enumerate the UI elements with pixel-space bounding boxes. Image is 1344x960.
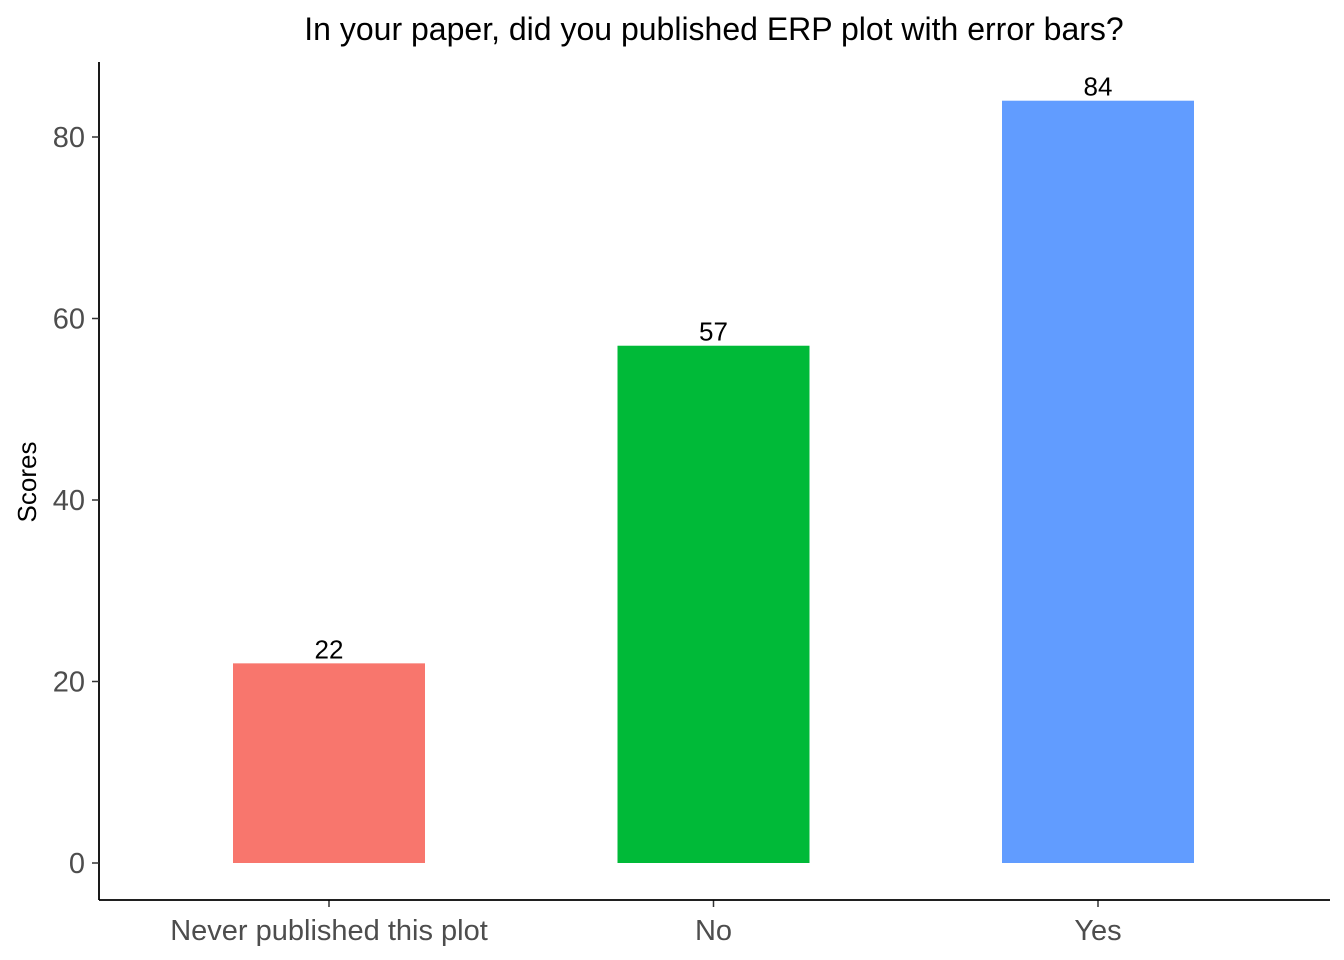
data-label: 84	[1084, 72, 1113, 102]
y-tick-label: 40	[53, 485, 85, 517]
chart-title: In your paper, did you published ERP plo…	[304, 11, 1123, 47]
y-tick-label: 20	[53, 667, 85, 699]
data-label: 57	[699, 317, 728, 347]
bars-group	[233, 100, 1194, 864]
x-tick-label: Never published this plot	[170, 915, 488, 947]
y-axis-label: Scores	[12, 442, 42, 523]
bar	[617, 345, 810, 864]
bar	[233, 663, 425, 863]
x-tick-label: Yes	[1074, 915, 1121, 947]
x-axis: Never published this plot No Yes	[99, 899, 1330, 947]
y-tick-label: 80	[53, 122, 85, 154]
data-labels-group: 22 57 84	[315, 72, 1113, 665]
y-tick-label: 60	[53, 304, 85, 336]
y-axis: 0 20 40 60 80	[53, 62, 100, 900]
bar	[1002, 100, 1194, 863]
data-label: 22	[315, 634, 344, 664]
x-tick-label: No	[695, 915, 732, 947]
y-tick-label: 0	[69, 848, 85, 880]
